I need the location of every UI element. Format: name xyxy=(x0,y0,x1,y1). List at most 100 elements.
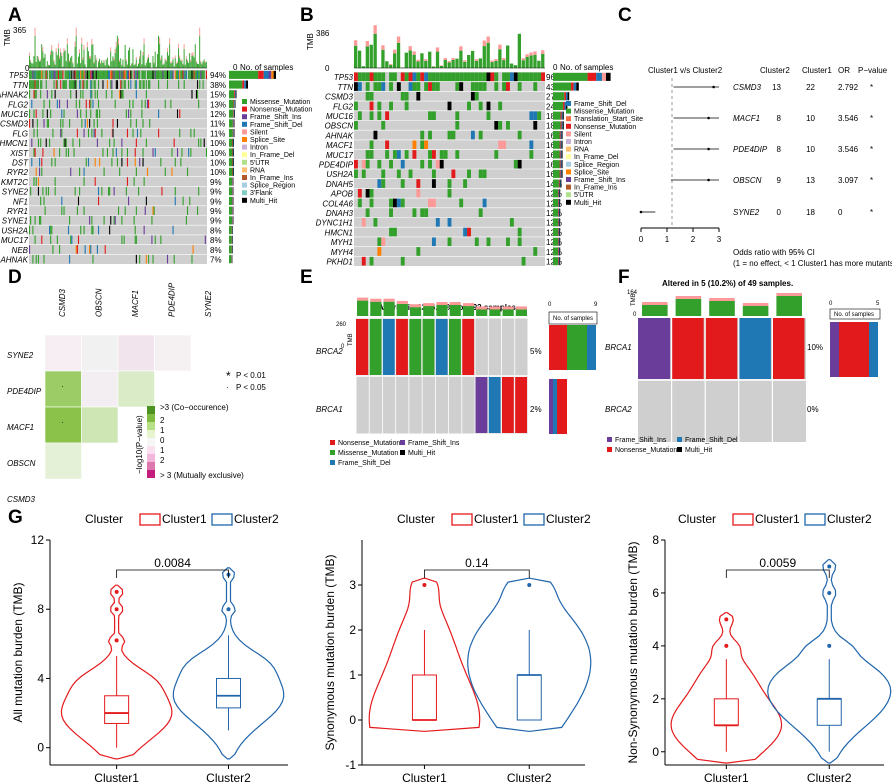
a-mutation-cell xyxy=(97,186,100,196)
a-tmb-bar xyxy=(102,62,104,68)
a-mutation-cell xyxy=(139,80,141,89)
a-tmb-bar xyxy=(153,63,155,68)
a-mutation-cell xyxy=(151,216,153,225)
a-tmb-bar-top xyxy=(60,48,62,53)
b-tmb-bar xyxy=(525,56,529,68)
panel-g-x-tick-label: Cluster1 xyxy=(94,771,139,784)
a-mutation-cell xyxy=(111,89,113,99)
a-sample-bar-seg xyxy=(244,80,247,89)
a-mutation-cell xyxy=(192,245,194,254)
a-mutation-cell xyxy=(164,167,166,177)
panel-f-tmb-bar xyxy=(709,301,735,316)
a-tmb-bar-top xyxy=(75,27,77,36)
a-tmb-bar-top xyxy=(139,56,141,59)
b-mutation-cell xyxy=(365,159,370,169)
a-mutation-cell xyxy=(125,109,127,118)
a-tmb-bar-top xyxy=(104,64,106,66)
a-mutation-cell xyxy=(36,70,38,80)
a-mutation-cell xyxy=(139,254,141,264)
a-mutation-cell xyxy=(123,80,125,89)
a-tmb-bar xyxy=(168,55,170,68)
a-mutation-cell xyxy=(69,80,71,89)
b-gene-label: AHNAK xyxy=(324,131,353,140)
panel-g-y-tick-label: 1 xyxy=(349,668,356,682)
panel-g-violin xyxy=(172,567,285,760)
a-mutation-cell xyxy=(75,80,77,89)
b-mutation-cell xyxy=(451,130,456,140)
a-mutation-cell xyxy=(106,70,108,80)
b-mutation-cell xyxy=(463,227,468,237)
a-mutation-cell xyxy=(189,196,191,206)
a-mutation-cell xyxy=(190,70,192,80)
a-mutation-cell xyxy=(178,70,180,80)
b-mutation-cell xyxy=(533,121,538,130)
a-mutation-cell xyxy=(174,70,176,80)
a-tmb-bar xyxy=(196,63,198,68)
b-mutation-cell xyxy=(533,111,538,120)
b-sample-bar-seg xyxy=(558,189,559,198)
a-tmb-bar-top xyxy=(37,56,39,60)
panel-e-legend-swatch xyxy=(330,440,335,445)
forest-p: * xyxy=(870,208,873,217)
panel-g-violin xyxy=(670,612,783,764)
b-mutation-cell xyxy=(392,72,397,82)
panel-e-tmb-bar-top xyxy=(462,303,475,307)
a-mutation-cell xyxy=(95,109,97,118)
a-tmb-bar xyxy=(158,35,159,68)
a-mutation-cell xyxy=(29,80,31,89)
a-mutation-cell xyxy=(97,99,100,109)
b-mutation-cell xyxy=(357,198,362,208)
panel-e-pct-2: 2% xyxy=(530,405,542,414)
a-tmb-bar xyxy=(142,55,144,68)
a-mutation-cell xyxy=(75,89,77,99)
a-mutation-cell xyxy=(70,89,72,99)
a-sample-bar-seg xyxy=(233,158,234,167)
a-mutation-cell xyxy=(65,80,67,89)
b-sample-bar-seg xyxy=(561,169,563,178)
a-mutation-cell xyxy=(35,177,37,186)
a-mutation-cell xyxy=(33,80,35,89)
a-mutation-cell xyxy=(166,70,169,80)
a-tmb-bar xyxy=(67,53,69,68)
b-mutation-cell xyxy=(424,72,429,82)
a-tmb-bar xyxy=(146,59,148,68)
a-sample-bar-seg xyxy=(229,129,233,138)
a-tmb-bar xyxy=(53,61,55,68)
a-tmb-bar xyxy=(29,55,30,68)
panel-g-y-tick-label: 4 xyxy=(37,671,44,685)
b-mutation-cell xyxy=(470,82,475,91)
panel-d-legend-swatch xyxy=(147,430,155,438)
b-mutation-cell xyxy=(365,208,370,217)
a-mutation-cell xyxy=(126,177,129,186)
a-tmb-bar xyxy=(101,60,103,68)
b-mutation-cell xyxy=(392,227,397,237)
b-tmb-bar-top xyxy=(521,58,525,61)
panel-a-tmb-label: TMB xyxy=(3,29,12,46)
a-sample-bar-seg xyxy=(233,99,235,108)
a-tmb-bar xyxy=(47,65,49,68)
a-mutation-cell xyxy=(183,80,185,89)
b-mutation-cell xyxy=(377,101,382,111)
b-legend-swatch xyxy=(566,192,571,198)
a-mutation-cell xyxy=(188,148,190,157)
b-mutation-cell xyxy=(354,101,358,111)
panel-e-cell xyxy=(369,319,382,375)
a-mutation-cell xyxy=(67,148,70,157)
a-tmb-bar xyxy=(106,57,108,68)
a-pct-label: 8% xyxy=(210,226,222,235)
forest-cluster2: 8 xyxy=(777,145,782,154)
b-tmb-bar xyxy=(482,46,486,68)
b-tmb-bar xyxy=(361,66,366,68)
b-mutation-cell xyxy=(529,140,534,150)
a-mutation-cell xyxy=(79,70,81,80)
b-mutation-cell xyxy=(408,82,413,91)
b-sample-bar-seg xyxy=(559,160,561,169)
a-gene-label: TP53 xyxy=(9,71,29,80)
b-tmb-bar xyxy=(431,66,436,68)
panel-g-x-tick-label: Cluster2 xyxy=(206,771,251,784)
b-mutation-cell xyxy=(381,179,386,188)
a-mutation-cell xyxy=(125,186,127,196)
a-tmb-bar xyxy=(191,55,193,68)
panel-e-title: Altered in 13 (6.74%) of 193 samples. xyxy=(378,303,518,312)
a-mutation-cell xyxy=(59,245,61,254)
